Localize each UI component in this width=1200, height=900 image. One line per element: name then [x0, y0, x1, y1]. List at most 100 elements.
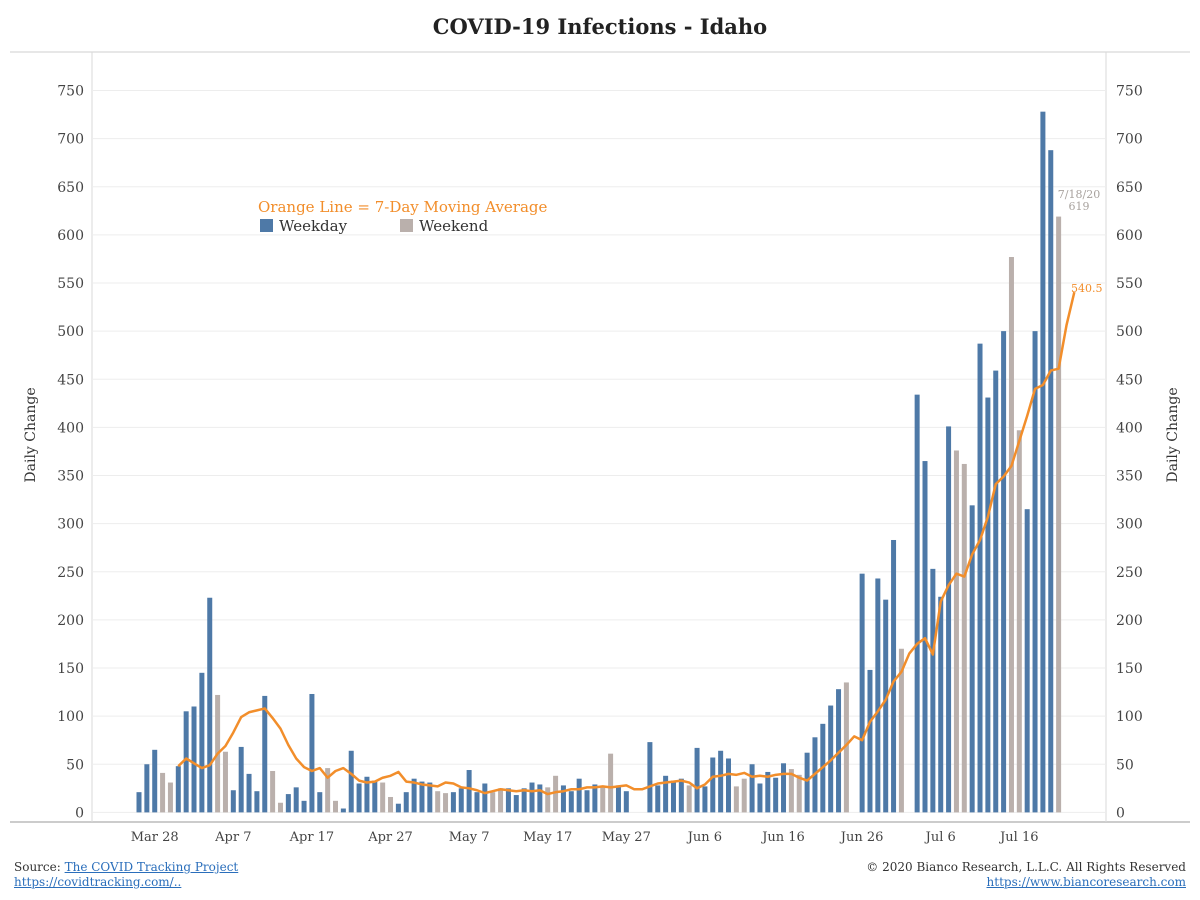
- weekday-bar: [466, 770, 472, 813]
- x-tick-label: Apr 7: [214, 830, 251, 845]
- weekday-bar: [1032, 331, 1038, 813]
- x-tick-label: May 27: [602, 830, 651, 845]
- x-tick-label: Jul 16: [998, 830, 1038, 845]
- weekday-bar: [152, 749, 158, 813]
- weekday-bar: [938, 596, 944, 813]
- x-tick-label: Apr 27: [367, 830, 413, 845]
- weekend-bar: [898, 648, 904, 813]
- x-tick-label: Jun 26: [839, 830, 884, 845]
- y-tick-label-right: 550: [1116, 276, 1143, 292]
- weekday-bar: [262, 695, 268, 813]
- weekday-bar: [403, 792, 409, 813]
- weekday-bar: [238, 746, 244, 813]
- y-tick-label-left: 0: [75, 805, 84, 821]
- x-tick-label: Jun 16: [760, 830, 805, 845]
- weekday-bar: [804, 752, 810, 813]
- weekday-bar: [411, 778, 417, 813]
- weekday-bar: [930, 568, 936, 813]
- y-tick-label-right: 150: [1116, 661, 1143, 677]
- copyright-footer: © 2020 Bianco Research, L.L.C. All Right…: [866, 860, 1186, 890]
- weekday-bar: [317, 792, 323, 813]
- weekday-bar: [781, 763, 787, 813]
- moving-average-line: [177, 291, 1076, 796]
- y-tick-label-right: 650: [1116, 180, 1143, 196]
- weekday-bar: [576, 778, 582, 813]
- weekday-bar: [655, 785, 661, 813]
- weekday-bar: [301, 800, 307, 813]
- weekday-bar: [521, 788, 527, 813]
- x-tick-label: May 17: [523, 830, 572, 845]
- weekday-bar: [395, 803, 401, 813]
- weekday-bar: [144, 764, 150, 813]
- weekday-bar: [615, 785, 621, 813]
- weekday-bar: [309, 693, 315, 813]
- y-tick-label-right: 350: [1116, 469, 1143, 485]
- weekend-bar: [160, 772, 166, 813]
- weekday-bar: [230, 790, 236, 813]
- weekend-bar: [741, 778, 747, 813]
- weekday-bar: [993, 370, 999, 813]
- weekend-bar: [222, 751, 228, 813]
- weekend-bar: [843, 682, 849, 813]
- weekday-bar: [293, 787, 299, 813]
- weekday-bar: [356, 783, 362, 813]
- weekend-bar: [1008, 257, 1014, 813]
- weekday-bar: [537, 784, 543, 813]
- weekday-bar: [183, 711, 189, 813]
- y-tick-label-right: 200: [1116, 613, 1143, 629]
- weekday-bar: [175, 766, 181, 813]
- y-tick-label-right: 400: [1116, 420, 1143, 436]
- weekday-bar: [647, 742, 653, 813]
- weekend-bar: [1016, 430, 1022, 813]
- website-link[interactable]: https://www.biancoresearch.com: [986, 875, 1186, 889]
- weekend-bar: [270, 770, 276, 813]
- weekday-bar: [773, 777, 779, 813]
- y-tick-label-left: 750: [57, 84, 84, 100]
- weekend-bar: [277, 802, 283, 813]
- y-tick-label-right: 50: [1116, 757, 1134, 773]
- y-tick-label-left: 150: [57, 661, 84, 677]
- weekday-bar: [678, 778, 684, 813]
- source-link[interactable]: The COVID Tracking Project: [64, 860, 239, 874]
- weekday-bar: [883, 599, 889, 813]
- weekend-bar: [325, 768, 331, 813]
- weekend-bar: [608, 753, 614, 813]
- weekday-bar: [623, 791, 629, 813]
- weekday-bar: [1048, 150, 1054, 813]
- weekday-bar: [568, 791, 574, 813]
- weekend-bar: [553, 775, 559, 813]
- y-tick-label-right: 600: [1116, 228, 1143, 244]
- weekday-bar: [702, 786, 708, 813]
- y-tick-label-right: 100: [1116, 709, 1143, 725]
- weekday-bar: [749, 764, 755, 813]
- source-url-link[interactable]: https://covidtracking.com/..: [14, 875, 182, 889]
- weekday-bar: [372, 780, 378, 813]
- y-tick-label-left: 350: [57, 469, 84, 485]
- weekday-bar: [663, 775, 669, 813]
- y-tick-label-right: 700: [1116, 132, 1143, 148]
- weekend-bar: [435, 791, 441, 813]
- y-tick-label-left: 500: [57, 324, 84, 340]
- weekend-bar: [443, 793, 449, 813]
- weekend-bar: [961, 463, 967, 813]
- weekday-bar: [922, 461, 928, 813]
- weekend-bar: [1056, 216, 1062, 813]
- chart-title: COVID-19 Infections - Idaho: [432, 14, 768, 39]
- legend-note: Orange Line = 7-Day Moving Average: [258, 198, 548, 216]
- y-tick-label-right: 450: [1116, 372, 1143, 388]
- weekend-bar: [796, 774, 802, 813]
- weekday-bar: [592, 784, 598, 813]
- legend-label-weekday: Weekday: [279, 217, 348, 235]
- weekend-bar: [167, 782, 173, 813]
- weekend-bar: [733, 786, 739, 813]
- weekend-bar: [545, 787, 551, 813]
- weekday-bar: [670, 780, 676, 813]
- weekday-bar: [867, 669, 873, 813]
- last-bar-value: 619: [1069, 200, 1090, 213]
- weekday-bar: [836, 689, 842, 813]
- weekday-bar: [875, 578, 881, 813]
- y-tick-label-left: 300: [57, 517, 84, 533]
- weekend-bar: [788, 769, 794, 813]
- weekday-bar: [482, 783, 488, 813]
